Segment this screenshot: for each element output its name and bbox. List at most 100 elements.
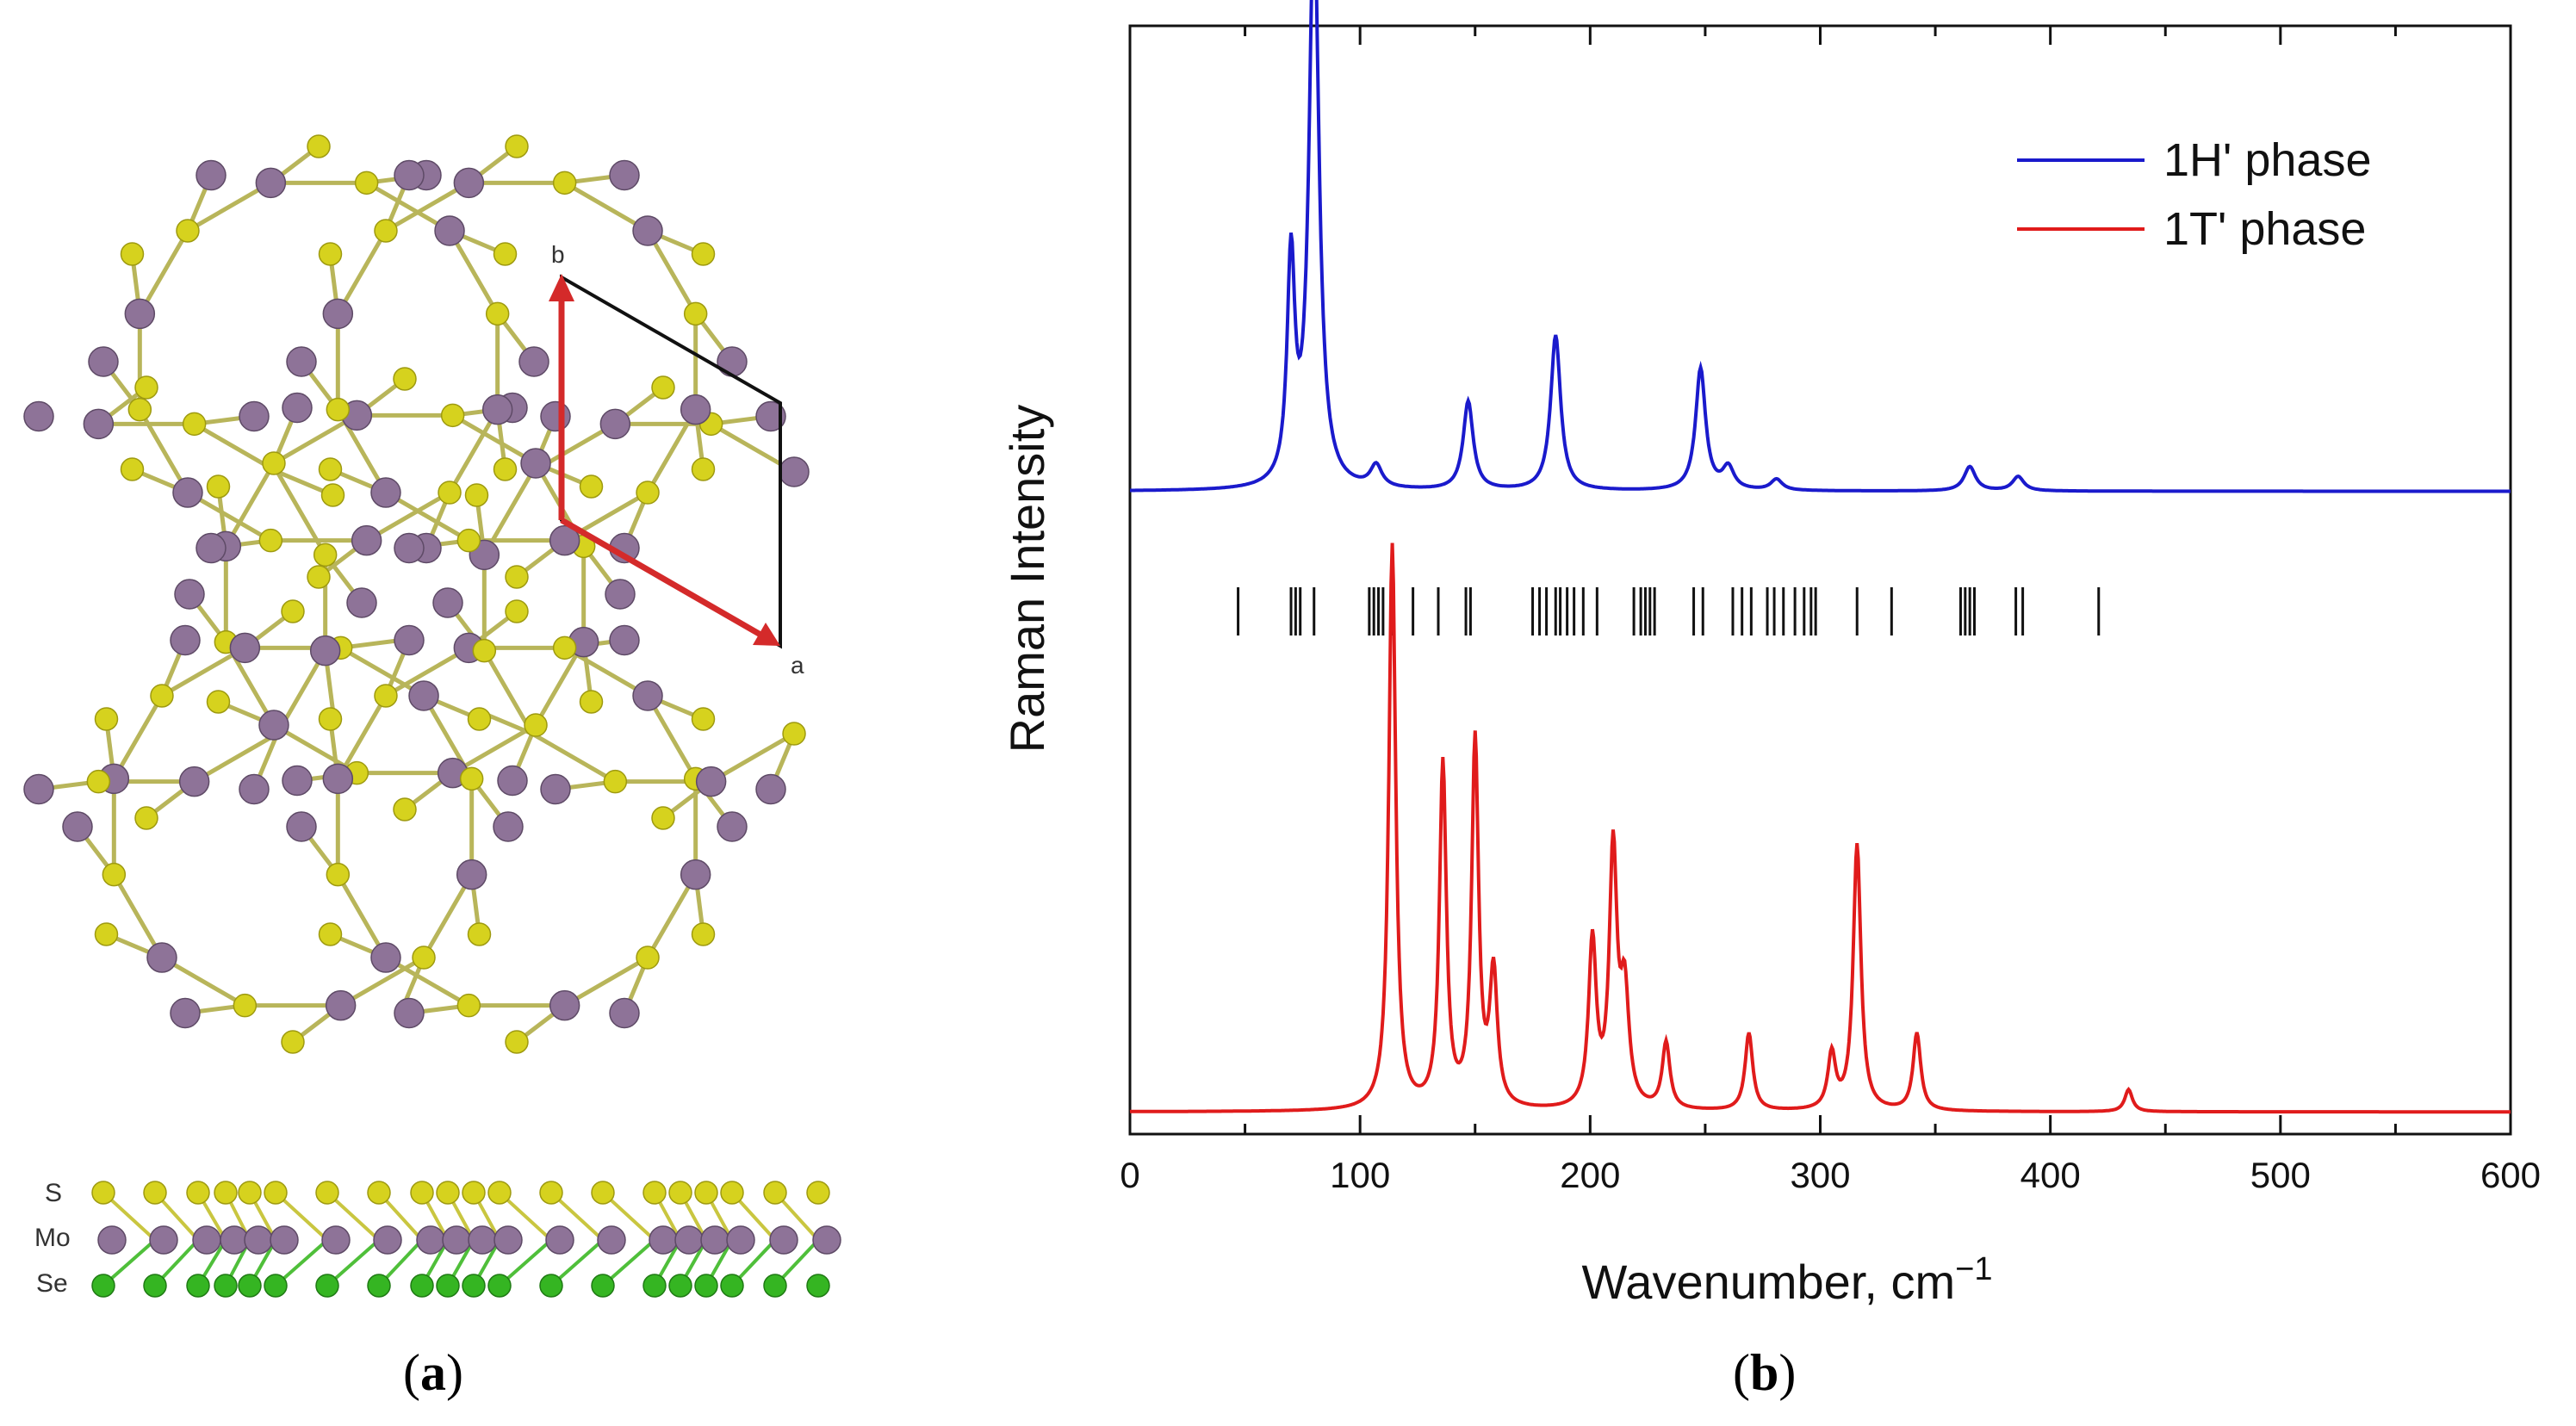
bond	[710, 731, 796, 784]
x-tick-label: 200	[1560, 1155, 1620, 1195]
x-tick-label: 400	[2020, 1155, 2081, 1195]
mo-atom	[609, 159, 640, 191]
s-atom	[438, 480, 462, 505]
s-atom	[579, 690, 604, 714]
bond	[336, 229, 388, 315]
bond	[336, 873, 388, 959]
s-atom	[467, 707, 492, 731]
s-atom	[691, 707, 716, 731]
mo-atom	[23, 400, 54, 432]
atomic-bonds	[38, 145, 797, 1044]
mo-atom	[540, 773, 571, 805]
se-atom	[539, 1274, 563, 1298]
mo-atom	[322, 298, 354, 330]
bond	[451, 413, 537, 466]
mo-atom	[239, 773, 270, 805]
s-atom	[367, 1181, 391, 1205]
mo-atom	[545, 1225, 574, 1255]
mo-atom	[322, 763, 354, 795]
se-atom	[143, 1274, 167, 1298]
x-tick-label: 100	[1330, 1155, 1390, 1195]
mo-atom	[178, 766, 210, 797]
mo-atom	[674, 1225, 704, 1255]
mo-atom	[394, 532, 425, 564]
mo-atom	[229, 632, 261, 664]
mo-atom	[196, 532, 227, 564]
mo-atom	[769, 1225, 798, 1255]
s-atom	[91, 1181, 115, 1205]
mo-atom	[432, 587, 463, 618]
s-atom	[315, 1181, 339, 1205]
mo-atom	[149, 1225, 178, 1255]
bond	[384, 490, 470, 542]
bond	[384, 955, 470, 1008]
mo-atom	[97, 1225, 127, 1255]
bond	[451, 722, 537, 775]
s-atom	[485, 301, 510, 326]
s-atom	[539, 1181, 563, 1205]
s-atom	[691, 457, 716, 481]
panel-label-a: (a)	[403, 1343, 463, 1403]
s-atom	[238, 1181, 262, 1205]
se-atom	[91, 1274, 115, 1298]
se-atom	[806, 1274, 830, 1298]
legend: 1H' phase 1T' phase	[2017, 134, 2371, 255]
vector-label-b: b	[551, 241, 565, 268]
bond	[186, 490, 272, 542]
bond	[339, 955, 425, 1008]
s-atom	[462, 1181, 486, 1205]
mo-atom	[172, 477, 203, 508]
mo-atom	[286, 346, 317, 377]
s-atom	[720, 1181, 744, 1205]
mo-atom	[605, 579, 636, 610]
s-atom	[206, 474, 231, 499]
panel-label-a-close: )	[445, 1344, 463, 1401]
mo-atom	[609, 624, 640, 656]
atom-label-mo: Mo	[34, 1224, 71, 1252]
s-atom	[651, 375, 675, 400]
mo-atom	[434, 215, 465, 246]
se-atom	[315, 1274, 339, 1298]
bond	[482, 649, 535, 735]
mo-atom	[540, 400, 571, 432]
mo-atom	[258, 710, 289, 741]
mo-atom	[468, 1225, 497, 1255]
bond	[447, 229, 500, 315]
s-atom	[307, 565, 331, 589]
mo-atom	[481, 394, 513, 425]
se-atom	[694, 1274, 718, 1298]
mo-atom	[309, 635, 341, 666]
bond	[384, 646, 470, 698]
mo-atom	[520, 448, 551, 479]
se-atom	[367, 1274, 391, 1298]
s-atom	[86, 769, 111, 794]
x-axis-title-text: Wavenumber, cm	[1582, 1255, 1956, 1309]
mo-atom	[270, 1225, 299, 1255]
series-line-1t-phase	[1129, 542, 2511, 1114]
s-atom	[591, 1181, 615, 1205]
mo-atom	[23, 773, 54, 805]
s-atom	[233, 993, 258, 1018]
atom-label-s: S	[45, 1179, 62, 1207]
mo-atom	[755, 773, 786, 805]
mo-atom	[599, 408, 631, 440]
s-atom	[307, 134, 331, 158]
s-atom	[176, 219, 200, 243]
s-atom	[393, 797, 417, 822]
mo-atom	[700, 1225, 729, 1255]
s-atom	[120, 242, 145, 266]
s-atom	[472, 638, 497, 663]
x-tick-label: 600	[2480, 1155, 2541, 1195]
bond	[645, 873, 698, 959]
s-atom	[374, 219, 398, 243]
s-atom	[493, 457, 518, 481]
s-atom	[318, 922, 343, 946]
s-atom	[524, 713, 548, 737]
bond	[563, 181, 649, 233]
mo-atom	[416, 1225, 445, 1255]
se-atom	[186, 1274, 210, 1298]
mo-atom	[370, 477, 401, 508]
s-atom	[412, 946, 436, 970]
